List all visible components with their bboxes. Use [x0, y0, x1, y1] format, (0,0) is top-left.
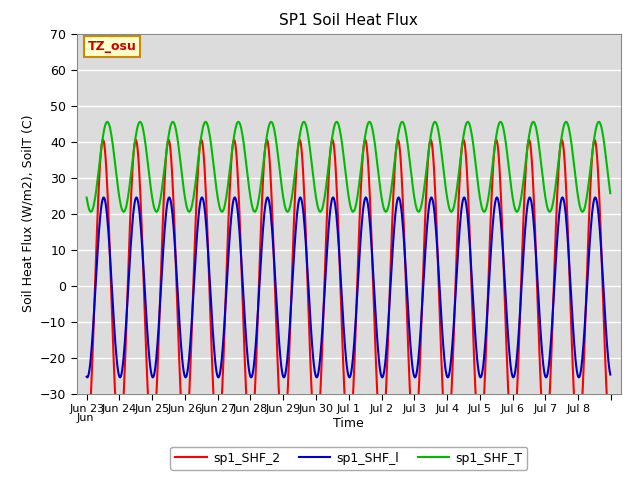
sp1_SHF_l	[388, 257, 396, 263]
sp1_SHF_2	[83, 439, 90, 445]
sp1_SHF_T	[116, 195, 124, 201]
sp1_SHF_l	[100, 194, 108, 200]
sp1_SHF_2	[607, 438, 614, 444]
Text: TZ_osu: TZ_osu	[88, 40, 136, 53]
Line: sp1_SHF_l: sp1_SHF_l	[86, 197, 611, 377]
sp1_SHF_T	[388, 180, 396, 186]
sp1_SHF_T	[83, 195, 90, 201]
sp1_SHF_2	[534, 316, 542, 322]
Line: sp1_SHF_2: sp1_SHF_2	[86, 140, 611, 442]
sp1_SHF_T	[103, 119, 111, 125]
X-axis label: Time: Time	[333, 417, 364, 430]
Line: sp1_SHF_T: sp1_SHF_T	[86, 122, 611, 212]
sp1_SHF_T	[607, 191, 614, 196]
Title: SP1 Soil Heat Flux: SP1 Soil Heat Flux	[280, 13, 418, 28]
sp1_SHF_2	[401, 260, 409, 265]
sp1_SHF_l	[116, 374, 124, 380]
sp1_SHF_2	[481, 384, 488, 390]
sp1_SHF_2	[99, 137, 107, 143]
sp1_SHF_l	[83, 374, 90, 380]
sp1_SHF_T	[535, 142, 543, 148]
sp1_SHF_l	[607, 372, 614, 377]
sp1_SHF_l	[535, 301, 543, 307]
sp1_SHF_l	[481, 342, 489, 348]
sp1_SHF_2	[417, 335, 425, 341]
sp1_SHF_l	[418, 312, 426, 318]
sp1_SHF_T	[418, 202, 426, 208]
sp1_SHF_T	[402, 129, 410, 135]
sp1_SHF_T	[481, 208, 489, 214]
sp1_SHF_2	[388, 241, 396, 247]
sp1_SHF_l	[402, 268, 410, 274]
Legend: sp1_SHF_2, sp1_SHF_l, sp1_SHF_T: sp1_SHF_2, sp1_SHF_l, sp1_SHF_T	[170, 447, 527, 469]
sp1_SHF_l	[83, 374, 91, 380]
Y-axis label: Soil Heat Flux (W/m2), SoilT (C): Soil Heat Flux (W/m2), SoilT (C)	[22, 115, 35, 312]
sp1_SHF_2	[116, 439, 124, 445]
sp1_SHF_T	[349, 209, 356, 215]
Text: Jun: Jun	[77, 413, 94, 423]
